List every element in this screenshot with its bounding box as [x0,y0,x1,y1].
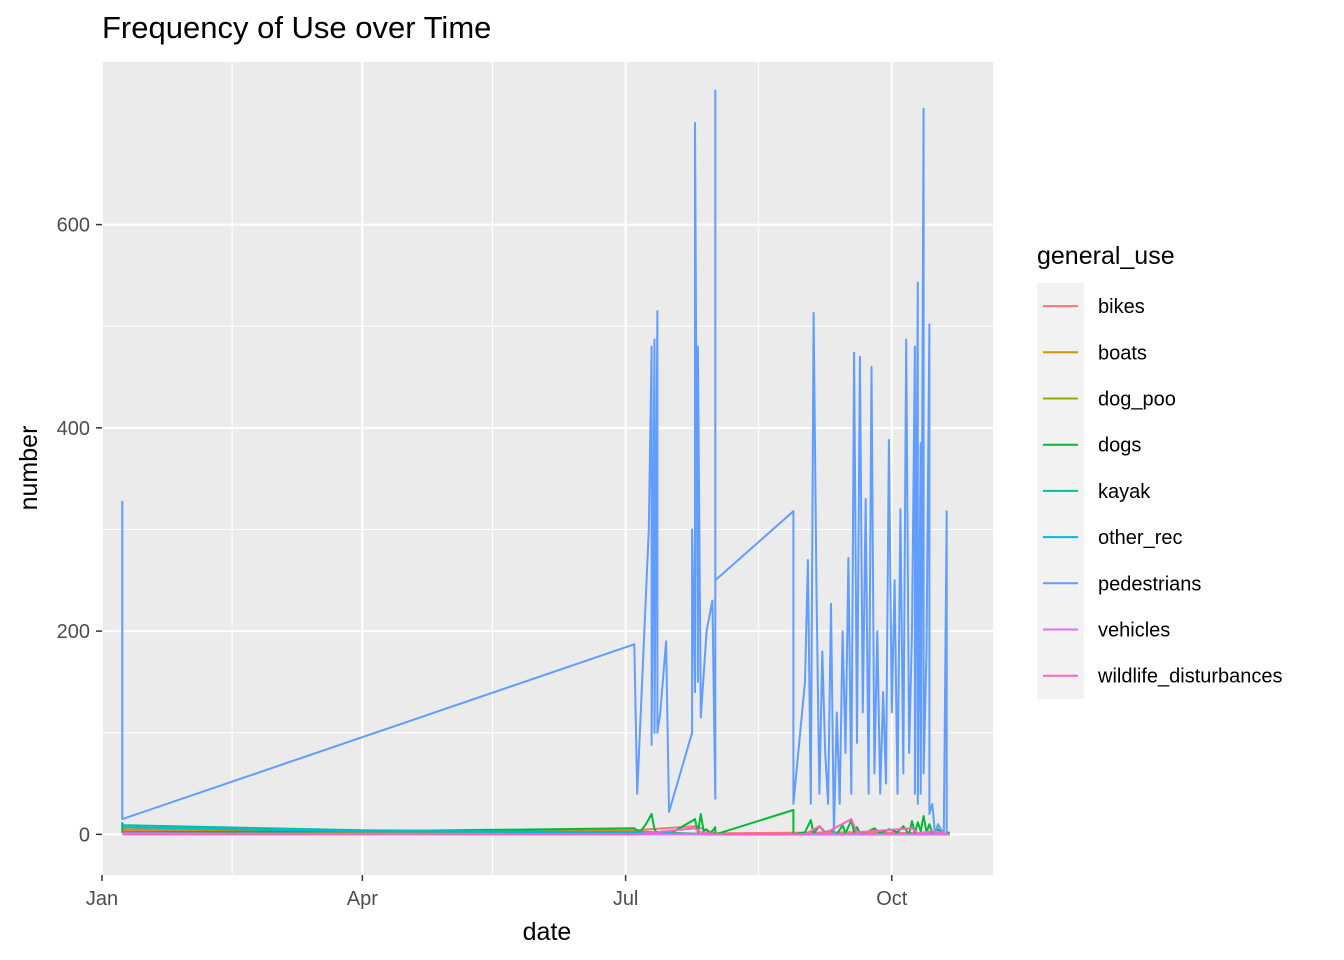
series-line-pedestrians [121,89,948,836]
y-tick-label: 0 [79,824,90,846]
legend-label-kayak: kayak [1098,481,1151,503]
legend-label-dogs: dogs [1098,435,1141,457]
y-tick-label: 200 [57,621,90,643]
x-tick-label: Oct [876,888,908,910]
series-line-wildlife_disturbances [122,818,950,836]
y-tick-label: 400 [57,418,90,440]
chart-title: Frequency of Use over Time [102,10,491,45]
series-lines [121,89,950,836]
x-tick-label: Jan [86,888,118,910]
legend-label-boats: boats [1098,342,1147,364]
x-tick-label: Jul [613,888,639,910]
legend-title: general_use [1037,242,1175,270]
x-axis-title: date [523,918,572,946]
legend-label-other_rec: other_rec [1098,527,1183,549]
legend-label-vehicles: vehicles [1098,620,1170,642]
legend-label-pedestrians: pedestrians [1098,573,1201,595]
legend-label-dog_poo: dog_poo [1098,389,1176,411]
y-tick-label: 600 [57,215,90,237]
y-axis-title: number [15,426,43,511]
axis-ticks: Jan Apr Jul Oct 0 200 400 600 [57,215,908,910]
legend-label-wildlife_disturbances: wildlife_disturbances [1097,666,1283,688]
x-tick-label: Apr [347,888,378,910]
legend-label-bikes: bikes [1098,296,1145,318]
